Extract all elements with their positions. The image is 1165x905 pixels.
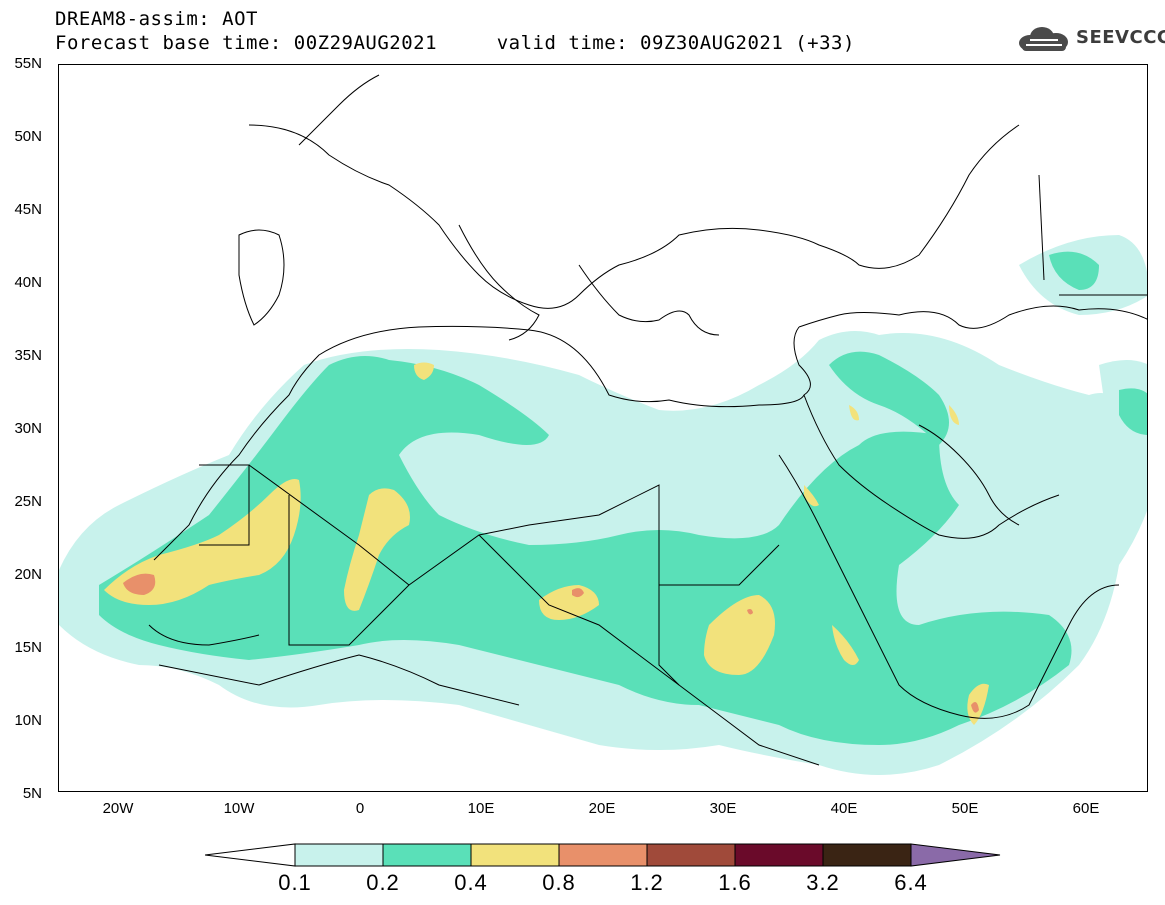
colorbar-label-0.4: 0.4 bbox=[454, 870, 488, 895]
colorbar-swatch-1.2 bbox=[646, 843, 736, 867]
lat-label-10n: 10N bbox=[14, 712, 42, 729]
aot-zone-0.8-1.2 bbox=[123, 573, 979, 713]
colorbar-swatch-0.4 bbox=[470, 843, 560, 867]
colorbar-label-0.2: 0.2 bbox=[366, 870, 400, 895]
colorbar-swatch-0.1 bbox=[294, 843, 384, 867]
lon-label-20w: 20W bbox=[102, 800, 134, 817]
colorbar-label-3.2: 3.2 bbox=[806, 870, 840, 895]
aot-zone-0.2-0.4 bbox=[99, 251, 1147, 745]
aot-zone-0.4-0.8 bbox=[104, 362, 989, 725]
logo-text: SEEVCCC bbox=[1076, 27, 1165, 48]
colorbar-label-0.1: 0.1 bbox=[278, 870, 312, 895]
lon-label-50e: 50E bbox=[951, 800, 979, 817]
colorbar-arrow-right bbox=[910, 843, 1001, 867]
lat-label-55n: 55N bbox=[14, 55, 42, 72]
lat-label-15n: 15N bbox=[14, 639, 42, 656]
lon-label-20e: 20E bbox=[588, 800, 616, 817]
lon-label-10w: 10W bbox=[223, 800, 255, 817]
chart-title: DREAM8-assim: AOT bbox=[55, 8, 258, 30]
lon-label-10e: 10E bbox=[467, 800, 495, 817]
lat-label-20n: 20N bbox=[14, 566, 42, 583]
aot-colorbar bbox=[205, 843, 1001, 867]
colorbar-label-0.8: 0.8 bbox=[542, 870, 576, 895]
seevccc-cloud-logo bbox=[1019, 27, 1068, 51]
colorbar-arrow-left bbox=[205, 843, 296, 867]
lat-label-45n: 45N bbox=[14, 201, 42, 218]
lon-label-0: 0 bbox=[355, 800, 365, 817]
lat-label-30n: 30N bbox=[14, 420, 42, 437]
colorbar-swatch-0.8 bbox=[558, 843, 648, 867]
colorbar-swatch-1.6 bbox=[734, 843, 824, 867]
aot-map bbox=[58, 64, 1148, 792]
lon-label-60e: 60E bbox=[1072, 800, 1100, 817]
colorbar-label-1.6: 1.6 bbox=[718, 870, 752, 895]
lat-label-50n: 50N bbox=[14, 128, 42, 145]
lat-label-35n: 35N bbox=[14, 347, 42, 364]
lon-label-30e: 30E bbox=[709, 800, 737, 817]
forecast-time-line: Forecast base time: 00Z29AUG2021 valid t… bbox=[55, 32, 855, 54]
lat-label-40n: 40N bbox=[14, 274, 42, 291]
colorbar-label-1.2: 1.2 bbox=[630, 870, 664, 895]
lat-label-5n: 5N bbox=[22, 785, 42, 802]
colorbar-label-6.4: 6.4 bbox=[894, 870, 928, 895]
coastlines-and-borders bbox=[148, 74, 1147, 766]
lat-label-25n: 25N bbox=[14, 493, 42, 510]
map-canvas bbox=[59, 74, 1147, 775]
lon-label-40e: 40E bbox=[830, 800, 858, 817]
colorbar-swatch-3.2 bbox=[822, 843, 912, 867]
colorbar-swatch-0.2 bbox=[382, 843, 472, 867]
